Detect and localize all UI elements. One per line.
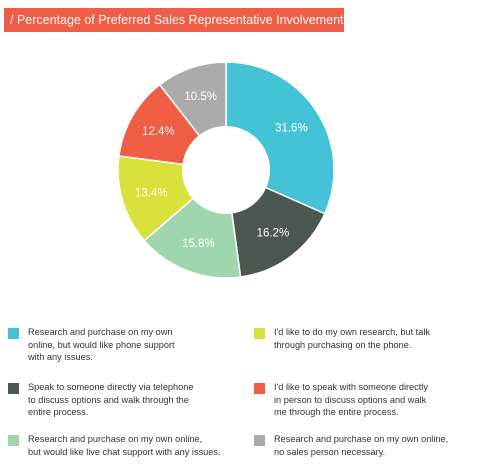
slice-label: 31.6%	[275, 122, 308, 134]
donut-hole	[182, 126, 270, 214]
donut-chart: 31.6% 16.2% 15.8% 13.4% 12.4% 10.5%	[117, 61, 335, 279]
legend-swatch	[254, 328, 265, 339]
slice-label: 13.4%	[135, 187, 168, 199]
slice-labels: 31.6% 16.2% 15.8% 13.4% 12.4% 10.5%	[135, 91, 308, 250]
legend-label: Research and purchase on my own online, b…	[28, 327, 175, 362]
legend-label: I'd like to do my own research, but talk…	[274, 327, 430, 350]
chart-title: / Percentage of Preferred Sales Represen…	[4, 8, 344, 32]
slice-label: 15.8%	[182, 238, 215, 250]
legend-label: Research and purchase on my own online, n…	[274, 434, 449, 457]
legend-swatch	[8, 383, 19, 394]
legend-swatch	[254, 383, 265, 394]
legend-label: I'd like to speak with someone directly i…	[274, 382, 428, 417]
legend-swatch	[8, 328, 19, 339]
legend-swatch	[254, 435, 265, 446]
slice-label: 12.4%	[142, 126, 175, 138]
slice-label: 10.5%	[184, 91, 217, 103]
legend-swatch	[8, 435, 19, 446]
slice-label: 16.2%	[257, 227, 290, 239]
legend-label: Research and purchase on my own online, b…	[28, 434, 221, 457]
legend-label: Speak to someone directly via telephone t…	[28, 382, 194, 417]
